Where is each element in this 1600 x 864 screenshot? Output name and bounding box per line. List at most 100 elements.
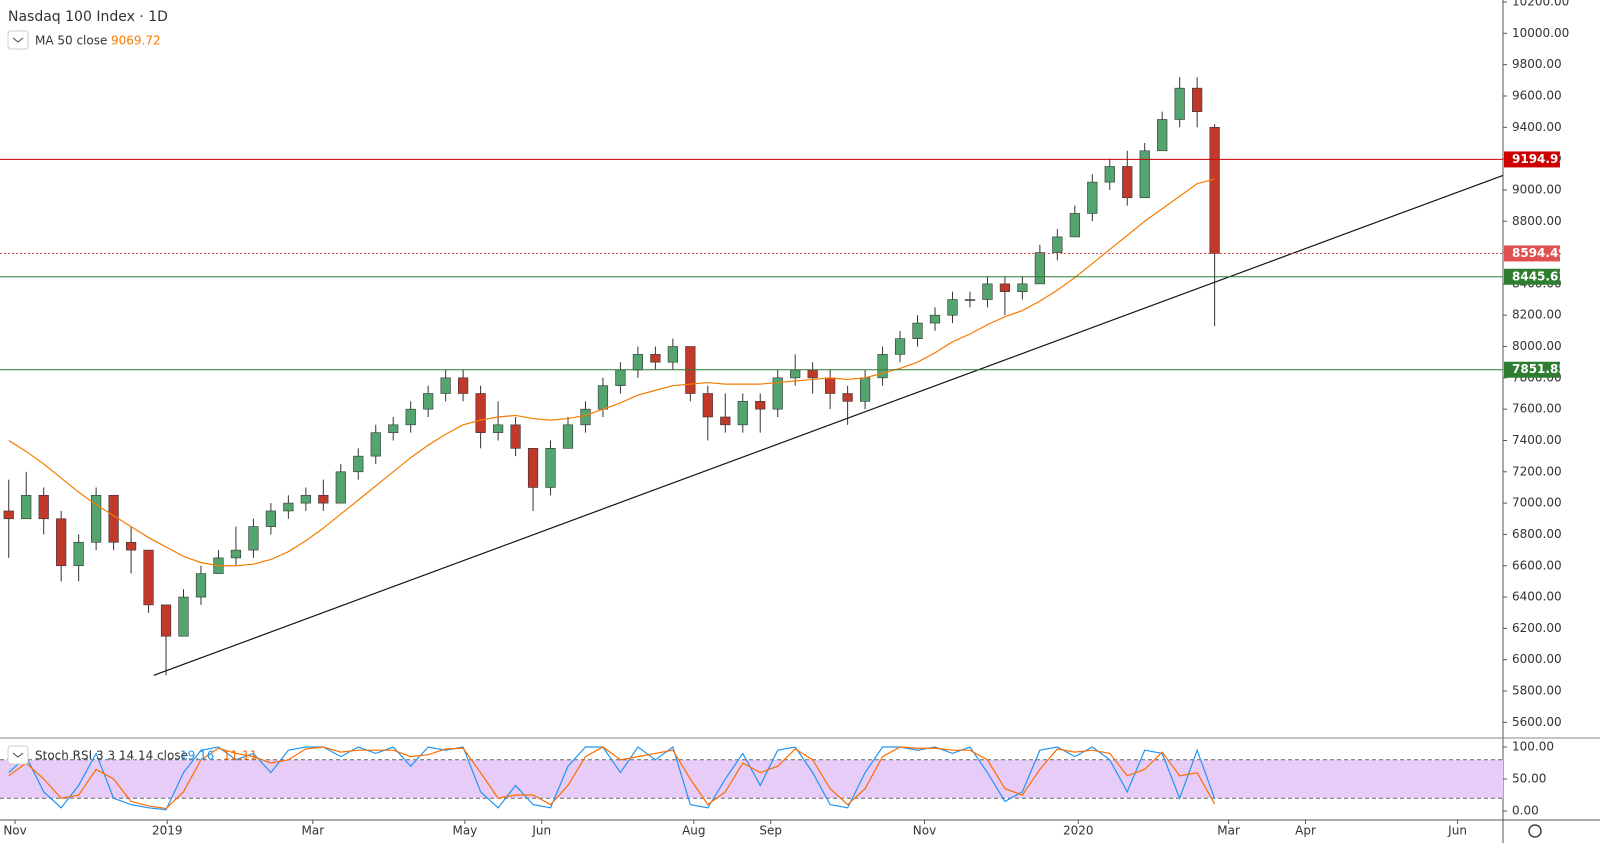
price-label: 8445.61: [1512, 269, 1567, 283]
x-tick-label: Sep: [759, 824, 782, 838]
candle-body: [458, 377, 469, 394]
candle-body: [230, 549, 242, 559]
candle-body: [1034, 252, 1045, 285]
candle-body: [143, 549, 154, 606]
y-tick-label: 7600.00: [1512, 402, 1562, 416]
candle-body: [615, 369, 626, 386]
candle-body: [56, 518, 67, 567]
collapse-button[interactable]: [7, 745, 29, 765]
x-tick-label: Jun: [531, 824, 551, 838]
x-tick-label: May: [452, 824, 477, 838]
candle-body: [1052, 236, 1063, 253]
candle-body: [440, 377, 451, 394]
candle-body: [1087, 181, 1098, 214]
y-tick-label: 5800.00: [1512, 684, 1562, 698]
candle-body: [580, 408, 591, 426]
candle-body: [737, 401, 748, 426]
candle-body: [632, 354, 644, 371]
x-tick-label: 2019: [152, 824, 183, 838]
ma-line: [8, 178, 1215, 567]
x-tick-label: Jun: [1447, 824, 1467, 838]
candle-body: [91, 494, 102, 543]
candle-body: [999, 283, 1011, 293]
candle-body: [877, 354, 888, 379]
stoch-k-value: 19.16: [180, 749, 214, 763]
candle-body: [353, 455, 364, 473]
candle-body: [790, 369, 801, 379]
candle-body: [807, 369, 818, 379]
candle-body: [964, 299, 976, 301]
candle-body: [125, 541, 137, 551]
stoch-line: [8, 746, 1216, 810]
y-tick-label: 6800.00: [1512, 527, 1562, 541]
candle-body: [510, 424, 521, 449]
candle-body: [597, 385, 609, 410]
price-label-box: [1504, 151, 1560, 168]
candle-body: [318, 494, 329, 504]
candle-body: [300, 494, 311, 504]
price-label: 8594.49: [1512, 246, 1567, 260]
y-tick-label: 6400.00: [1512, 590, 1562, 604]
y-tick-label: 8800.00: [1512, 214, 1562, 228]
candle-body: [21, 494, 32, 520]
y-tick-label: 9000.00: [1512, 182, 1562, 196]
x-tick-label: 2020: [1063, 824, 1094, 838]
candle-body: [248, 526, 259, 551]
candle-body: [1122, 166, 1133, 199]
candle-body: [545, 448, 556, 488]
y-tick-label: 6000.00: [1512, 652, 1562, 666]
candle-body: [562, 424, 574, 449]
stoch-d-value: 11.11: [223, 749, 257, 763]
y-tick-label: 50.00: [1512, 772, 1546, 786]
candle-body: [283, 502, 294, 512]
y-tick-label: 7200.00: [1512, 464, 1562, 478]
candle-body: [825, 377, 836, 394]
y-tick-label: 6600.00: [1512, 558, 1562, 572]
symbol-title: Nasdaq 100 Index · 1D: [8, 9, 168, 25]
candle-body: [842, 393, 853, 402]
price-label-box: [1504, 361, 1560, 378]
candle-body: [475, 393, 486, 433]
candle-body: [1104, 166, 1115, 183]
candle-body: [1174, 87, 1185, 120]
collapse-button[interactable]: [7, 30, 29, 50]
candle-body: [388, 424, 399, 433]
x-tick-label: Mar: [302, 824, 325, 838]
y-tick-label: 7000.00: [1512, 496, 1562, 510]
stoch-band: [0, 759, 1503, 799]
y-tick-label: 100.00: [1512, 740, 1554, 754]
price-label: 9194.91: [1512, 152, 1567, 166]
candle-body: [1139, 150, 1150, 199]
candle-body: [38, 494, 49, 520]
candle-body: [405, 408, 416, 426]
candle-body: [912, 322, 923, 340]
ma-legend-value: 9069.72: [111, 34, 161, 48]
y-tick-label: 9600.00: [1512, 88, 1562, 102]
candle-body: [947, 299, 958, 316]
y-tick-label: 10200.00: [1512, 0, 1569, 9]
candle-body: [702, 393, 713, 418]
stoch-legend-name: Stoch RSI 3 3 14 14 close: [35, 749, 188, 763]
price-label-box: [1504, 268, 1560, 285]
candle-body: [859, 377, 871, 402]
x-tick-label: Nov: [3, 824, 26, 838]
candle-body: [982, 283, 993, 300]
candle-body: [667, 346, 678, 363]
y-tick-label: 9400.00: [1512, 120, 1562, 134]
y-tick-label: 9800.00: [1512, 57, 1562, 71]
x-tick-label: Apr: [1295, 824, 1316, 838]
settings-gear[interactable]: [1528, 824, 1542, 838]
candle-body: [527, 448, 539, 488]
candle-body: [1192, 87, 1203, 112]
candle-body: [894, 338, 906, 355]
x-tick-label: Aug: [682, 824, 705, 838]
chevron-icon: [12, 37, 24, 43]
candle-body: [335, 471, 346, 504]
trend-line: [153, 174, 1504, 676]
stoch-line: [8, 746, 1216, 811]
candle-body: [73, 541, 84, 567]
chevron-icon: [12, 752, 24, 758]
candle-body: [1209, 127, 1220, 254]
